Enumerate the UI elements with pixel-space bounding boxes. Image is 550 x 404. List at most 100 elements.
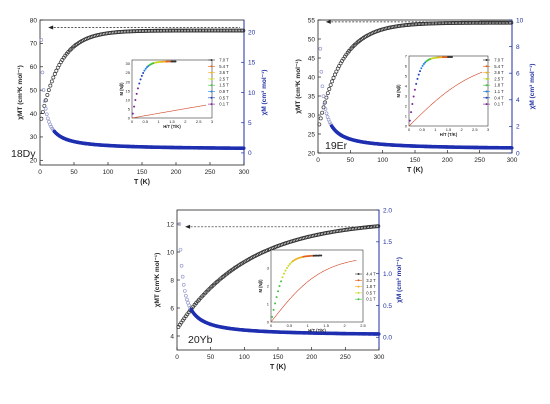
chi-point [42,99,47,103]
inset-point [277,290,280,293]
chi-point [324,111,329,116]
chiT-point [443,21,448,26]
chiT-point [446,21,451,26]
inset-point [293,259,296,262]
legend-swatch-marker [210,65,213,68]
inset-x-tick-label: 1 [307,323,310,328]
y-left-tick-label: 45 [308,55,316,62]
chiT-point [425,21,430,26]
legend-entry: 0.1 T [366,297,376,302]
y-left-tick-label: 55 [308,17,316,24]
chiT-point [452,21,457,25]
arrow-head [48,25,54,30]
inset-point [314,254,317,257]
y-right-tick-label: 20 [248,29,256,36]
y-left-tick-label: 12 [167,221,175,228]
chiT-point [506,20,511,25]
y-left-axis-label: χMT (cm³K mol⁻¹) [17,65,24,119]
chiT-point [432,21,437,26]
inset-point [302,255,305,258]
chiT-point [325,91,330,96]
x-tick-label: 250 [205,169,216,176]
y-left-tick-label: 30 [308,112,316,119]
chi-point [323,107,328,111]
legend-swatch-marker [210,71,213,74]
chiT-point [496,20,501,25]
chi-point [241,146,246,151]
chiT-point [505,20,510,25]
legend-entry: 2.5 T [494,76,504,81]
inset-x-tick-label: 2 [343,323,346,328]
legend-entry: 1.8 T [494,83,504,88]
chi-point [319,69,324,74]
legend-entry: 1.5 T [219,83,229,88]
inset-x-tick-label: 2.5 [196,119,202,124]
chiT-point [449,21,454,25]
chi-point [321,94,326,99]
chiT-point [461,20,465,25]
chiT-point [438,21,443,26]
legend-swatch-marker [357,285,360,288]
inset-point [315,254,318,257]
inset-fit-curve [408,71,483,127]
y-left-axis-label: χMT (cm³K mol⁻¹) [154,253,161,307]
chi-point [177,222,182,226]
inset-point [318,254,321,257]
chiT-point [492,20,497,25]
legend-swatch-marker [210,59,213,61]
compound-label: 20Yb [188,334,213,346]
chiT-point [42,103,47,108]
y-left-tick-label: 70 [30,41,38,48]
y-right-axis-label: χM (cm³ mol⁻¹) [261,70,268,116]
inset-y-tick-label: 2 [267,284,270,289]
chiT-point [239,28,244,33]
inset-point [138,82,141,85]
inset-x-label: H/T (T/K) [440,132,458,137]
legend-entry: 5.4 T [494,64,504,69]
chiT-point [448,21,453,25]
chiT-point [488,20,492,25]
chiT-point [45,92,50,97]
chiT-point [330,79,335,84]
inset-point [312,254,315,257]
legend-entry: 4.4 T [366,272,376,277]
inset-y-tick-label: 1 [405,114,408,119]
legend-entry: 7.0 T [494,58,504,63]
inset-point [174,60,177,63]
legend-entry: 0.5 T [366,290,376,295]
inset-y-tick-label: 15 [126,88,131,93]
chiT-point [453,20,458,25]
inset-y-tick-label: 1 [267,302,270,307]
inset-x-tick-label: 1 [158,119,161,124]
inset-point [134,98,137,101]
inset-point [139,78,142,81]
chiT-point [455,20,460,25]
chi-point [327,120,332,124]
y-left-tick-label: 8 [170,277,174,284]
inset-y-tick-label: 3 [267,266,270,271]
inset-point [417,73,420,76]
chi-point [179,263,184,268]
inset-point [272,308,275,311]
x-tick-label: 50 [207,354,215,361]
inset-point [136,87,139,90]
chiT-point [469,20,474,25]
chiT-point [473,20,478,25]
chiT-point [463,20,468,25]
y-right-tick-label: 1.0 [383,271,392,278]
inset-point [271,315,274,318]
x-tick-label: 250 [474,157,485,164]
inset-point [320,254,323,257]
y-left-tick-label: 35 [308,93,316,100]
legend-swatch-marker [485,71,488,74]
inset-x-tick-label: 1.5 [323,323,329,328]
panel-18Dy: 0 50 100 150 200 250 3002030405060708005101520… [11,17,268,186]
y-right-tick-label: 4 [516,97,520,104]
inset-point [420,67,423,70]
chi-point [318,46,323,51]
legend-entry: 1.8 T [366,284,376,289]
x-tick-label: 300 [239,169,250,176]
inset-x-tick-label: 2 [461,127,464,132]
chiT-point [472,20,477,25]
